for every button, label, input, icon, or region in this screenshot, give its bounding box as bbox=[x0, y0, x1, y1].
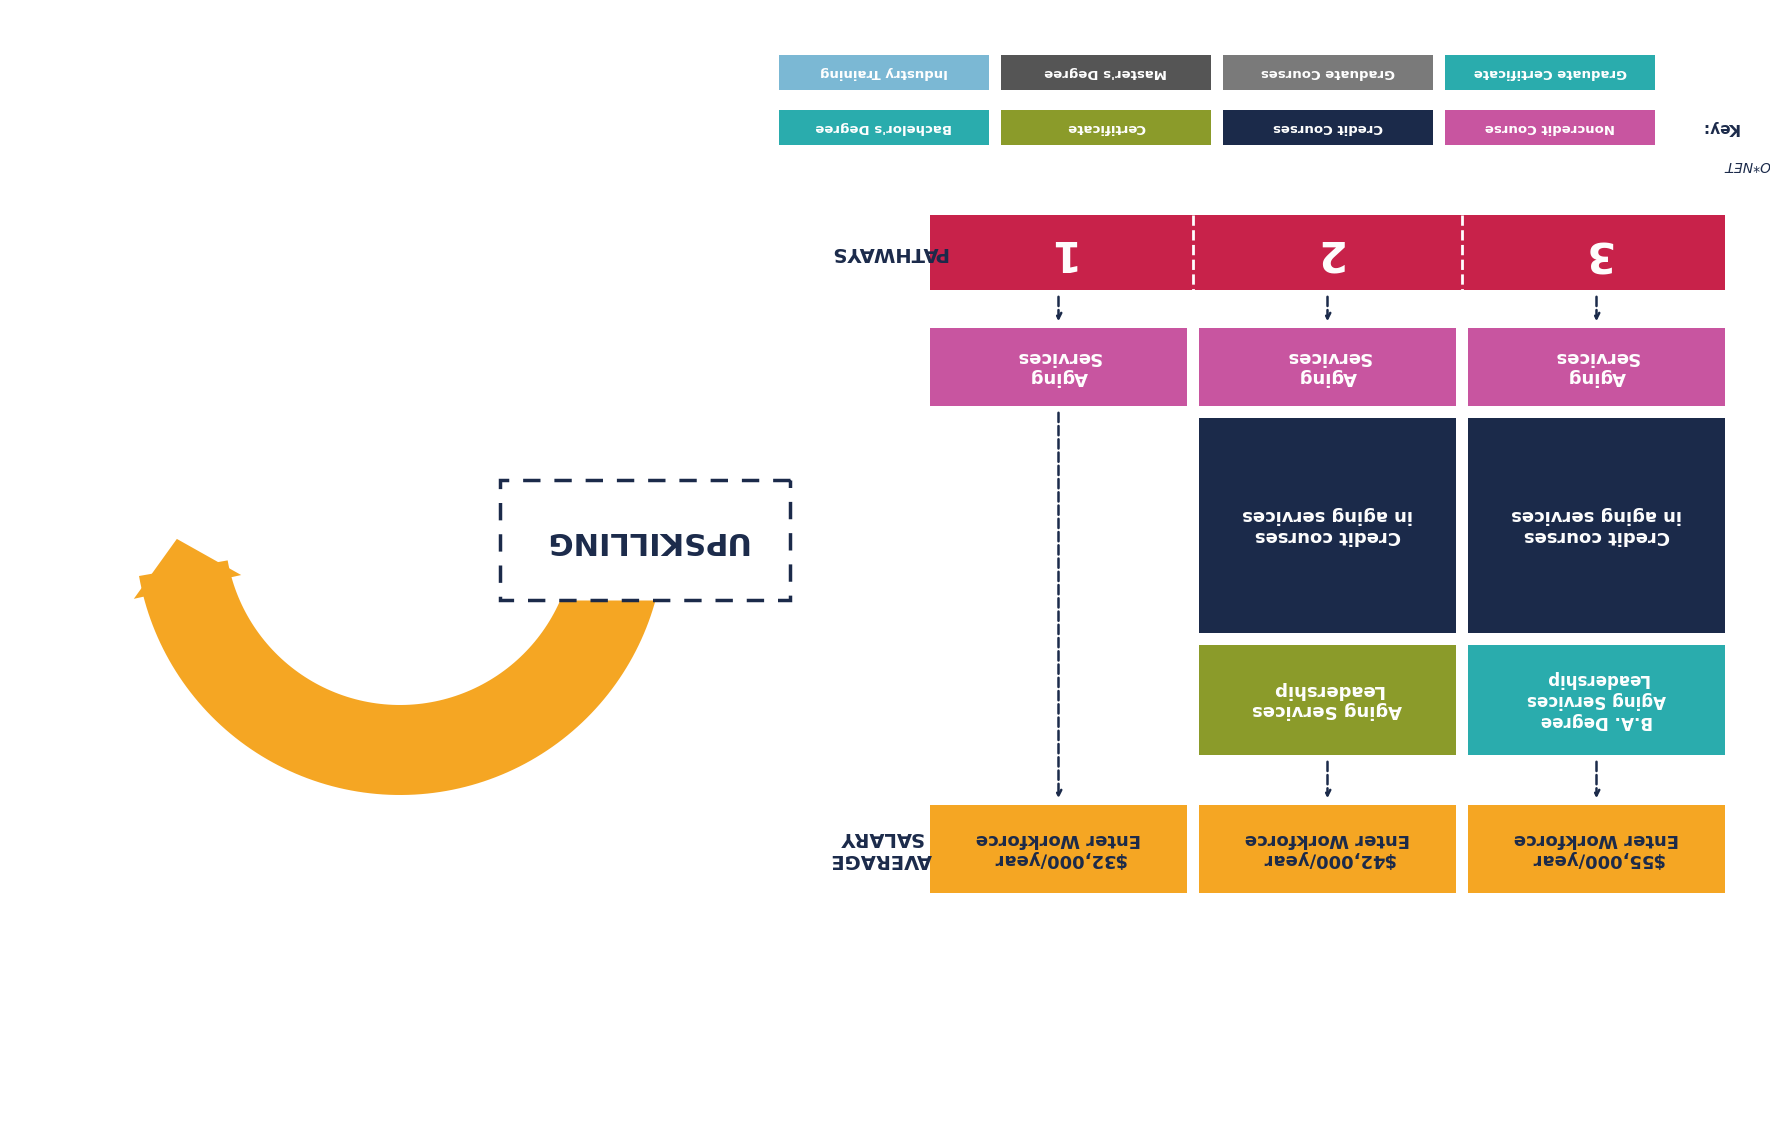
Bar bbox=[929, 328, 1188, 406]
Text: Credit courses
in aging services: Credit courses in aging services bbox=[1512, 506, 1682, 545]
Bar bbox=[1198, 328, 1457, 406]
Text: $55,000/year
Enter Workforce: $55,000/year Enter Workforce bbox=[1513, 829, 1680, 869]
Text: Graduate Courses: Graduate Courses bbox=[1260, 67, 1395, 79]
Text: AVERAGE
SALARY: AVERAGE SALARY bbox=[830, 828, 931, 870]
Text: 3: 3 bbox=[1582, 231, 1611, 273]
Bar bbox=[1444, 55, 1655, 90]
Bar bbox=[1198, 645, 1457, 755]
Polygon shape bbox=[135, 539, 241, 599]
Text: B.A. Degree
Aging Services
Leadership: B.A. Degree Aging Services Leadership bbox=[1528, 670, 1666, 730]
Bar bbox=[499, 481, 789, 600]
PathPatch shape bbox=[140, 545, 664, 795]
Text: $42,000/year
Enter Workforce: $42,000/year Enter Workforce bbox=[1244, 829, 1411, 869]
Text: Aging Services
Leadership: Aging Services Leadership bbox=[1253, 680, 1402, 720]
Text: Aging
Services: Aging Services bbox=[1285, 347, 1370, 387]
Text: Salary estimates are provided by the Colorado Department of Labor and Employment: Salary estimates are provided by the Col… bbox=[1726, 158, 1770, 171]
Text: Graduate Certificate: Graduate Certificate bbox=[1473, 67, 1627, 79]
Text: Key:: Key: bbox=[1699, 120, 1738, 135]
Text: Master's Degree: Master's Degree bbox=[1044, 67, 1168, 79]
Bar bbox=[1467, 418, 1726, 633]
Bar bbox=[779, 111, 989, 146]
Bar bbox=[1223, 55, 1434, 90]
Text: $32,000/year
Enter Workforce: $32,000/year Enter Workforce bbox=[975, 829, 1142, 869]
Bar bbox=[1002, 111, 1211, 146]
Bar bbox=[929, 805, 1188, 893]
Text: PATHWAYS: PATHWAYS bbox=[830, 243, 947, 262]
Bar bbox=[1467, 645, 1726, 755]
Text: UPSKILLING: UPSKILLING bbox=[543, 526, 747, 555]
Bar bbox=[779, 55, 989, 90]
Text: Bachelor's Degree: Bachelor's Degree bbox=[816, 121, 952, 134]
Bar bbox=[929, 215, 1726, 290]
Text: Certificate: Certificate bbox=[1067, 121, 1145, 134]
Text: Noncredit Course: Noncredit Course bbox=[1485, 121, 1614, 134]
Bar bbox=[1467, 805, 1726, 893]
Text: 2: 2 bbox=[1313, 231, 1342, 273]
Bar bbox=[1002, 55, 1211, 90]
Bar bbox=[1223, 111, 1434, 146]
Text: Aging
Services: Aging Services bbox=[1554, 347, 1639, 387]
Text: Industry Training: Industry Training bbox=[820, 67, 949, 79]
Bar bbox=[1444, 111, 1655, 146]
Text: Credit Courses: Credit Courses bbox=[1273, 121, 1382, 134]
Text: Aging
Services: Aging Services bbox=[1016, 347, 1101, 387]
Bar bbox=[1467, 328, 1726, 406]
Bar bbox=[1198, 418, 1457, 633]
Text: Credit courses
in aging services: Credit courses in aging services bbox=[1243, 506, 1412, 545]
Bar bbox=[1198, 805, 1457, 893]
Text: 1: 1 bbox=[1044, 231, 1073, 273]
